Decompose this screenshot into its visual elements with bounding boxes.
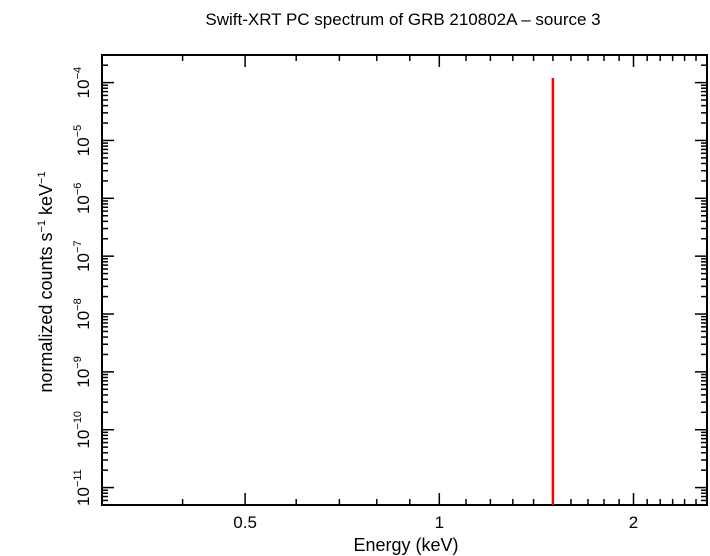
y-tick-label: 10−8 xyxy=(72,298,93,329)
y-tick-label-base: 10 xyxy=(74,195,93,214)
y-tick-label: 10−4 xyxy=(72,67,93,98)
y-tick-label: 10−9 xyxy=(72,356,93,387)
y-tick-label: 10−6 xyxy=(72,183,93,214)
y-axis-label: normalized counts s−1 keV−1 xyxy=(36,171,56,392)
y-tick-label-exponent: −10 xyxy=(72,411,84,430)
plot-frame xyxy=(101,54,708,506)
y-tick-label-exponent: −5 xyxy=(72,125,84,138)
y-tick-label: 10−7 xyxy=(72,240,93,271)
y-axis-label-exp2: −1 xyxy=(36,171,48,184)
y-tick-label-exponent: −7 xyxy=(72,240,84,253)
y-tick-label: 10−11 xyxy=(72,469,93,506)
x-tick-label: 0.5 xyxy=(233,513,257,532)
x-axis-ticks: 0.5 1 2 xyxy=(101,55,708,532)
chart-title: Swift-XRT PC spectrum of GRB 210802A – s… xyxy=(205,10,600,29)
y-tick-label-base: 10 xyxy=(74,253,93,272)
y-tick-label-base: 10 xyxy=(74,369,93,388)
x-tick-label: 1 xyxy=(435,513,444,532)
y-tick-label-exponent: −8 xyxy=(72,298,84,311)
x-tick-label: 2 xyxy=(629,513,638,532)
y-tick-label-base: 10 xyxy=(74,137,93,156)
y-tick-label-base: 10 xyxy=(74,311,93,330)
y-tick-label-exponent: −9 xyxy=(72,356,84,369)
y-tick-label-exponent: −4 xyxy=(72,67,84,80)
y-axis-label-base: normalized counts s xyxy=(36,233,56,393)
y-tick-label-base: 10 xyxy=(74,79,93,98)
y-tick-label-base: 10 xyxy=(74,487,93,506)
y-tick-label-base: 10 xyxy=(74,430,93,449)
plot-frame-group xyxy=(101,54,708,506)
y-axis-label-exp1: −1 xyxy=(36,220,48,233)
x-axis-label: Energy (keV) xyxy=(353,535,458,555)
y-tick-label: 10−10 xyxy=(72,411,93,449)
y-axis-label-mid: keV xyxy=(36,184,56,220)
y-tick-label-exponent: −6 xyxy=(72,183,84,196)
y-tick-label-exponent: −11 xyxy=(72,469,84,487)
y-tick-label: 10−5 xyxy=(72,125,93,156)
